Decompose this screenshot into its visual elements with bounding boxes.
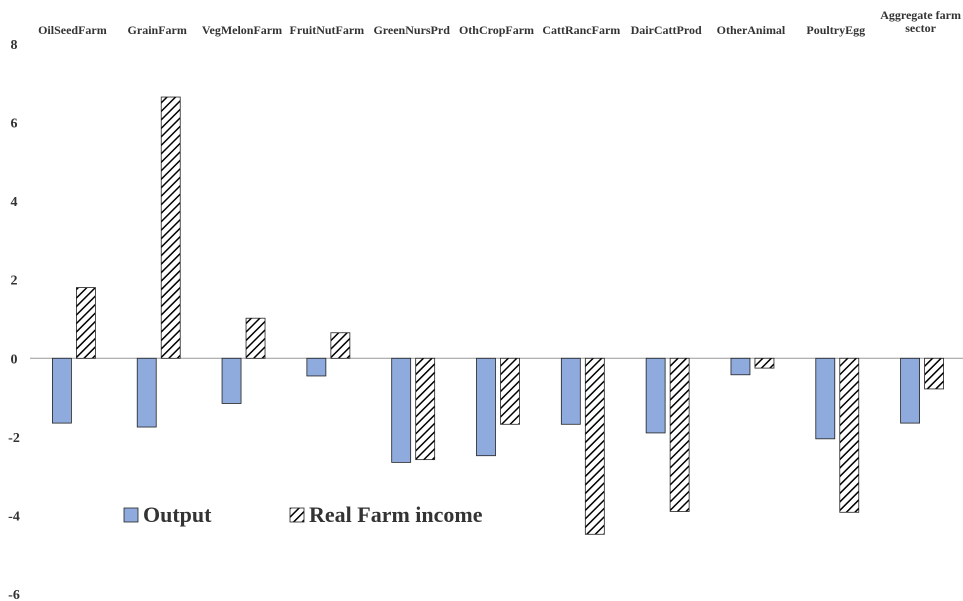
bar xyxy=(415,357,436,461)
x-tick-label: Aggregate farm sector xyxy=(880,8,961,35)
x-tick-label: DairCattProd xyxy=(630,23,702,37)
y-tick-label: 8 xyxy=(11,38,18,53)
bar xyxy=(839,357,860,513)
bar xyxy=(476,357,496,457)
bar xyxy=(221,357,242,404)
x-tick-label: OtherAnimal xyxy=(716,23,786,37)
x-tick-label: VegMelonFarm xyxy=(201,23,283,37)
y-tick-label: 2 xyxy=(11,274,18,289)
y-tick-label: -2 xyxy=(8,431,20,446)
x-tick-label: GrainFarm xyxy=(127,23,187,37)
bar xyxy=(900,357,920,424)
bar xyxy=(136,357,157,428)
bar xyxy=(815,357,836,440)
bar xyxy=(584,357,605,535)
x-tick-label: GreenNursPrd xyxy=(373,23,450,37)
bar xyxy=(76,287,96,359)
x-tick-label: CattRancFarm xyxy=(542,23,621,37)
bar xyxy=(500,357,520,425)
bar xyxy=(730,357,751,376)
bar xyxy=(52,357,72,424)
bar xyxy=(306,357,327,377)
bar xyxy=(754,357,775,369)
y-tick-label: -4 xyxy=(8,509,20,524)
legend-label: Output xyxy=(143,502,212,527)
bar xyxy=(245,317,266,359)
y-tick-label: 4 xyxy=(11,195,18,210)
bar xyxy=(330,332,351,359)
y-tick-label: 6 xyxy=(11,117,18,132)
bar xyxy=(560,357,581,425)
x-tick-label: PoultryEgg xyxy=(806,23,866,37)
x-tick-label: FruitNutFarm xyxy=(289,23,365,37)
bar xyxy=(924,357,944,390)
bar xyxy=(669,357,690,512)
bar xyxy=(645,357,666,434)
bar xyxy=(391,357,412,463)
x-tick-label: OthCropFarm xyxy=(458,23,535,37)
y-tick-label: -6 xyxy=(8,588,20,601)
bar xyxy=(160,96,181,359)
x-tick-label: OilSeedFarm xyxy=(38,23,107,37)
y-tick-label: 0 xyxy=(11,352,18,367)
legend-swatch xyxy=(289,507,305,523)
legend-label: Real Farm income xyxy=(309,502,483,527)
legend-swatch xyxy=(123,507,139,523)
